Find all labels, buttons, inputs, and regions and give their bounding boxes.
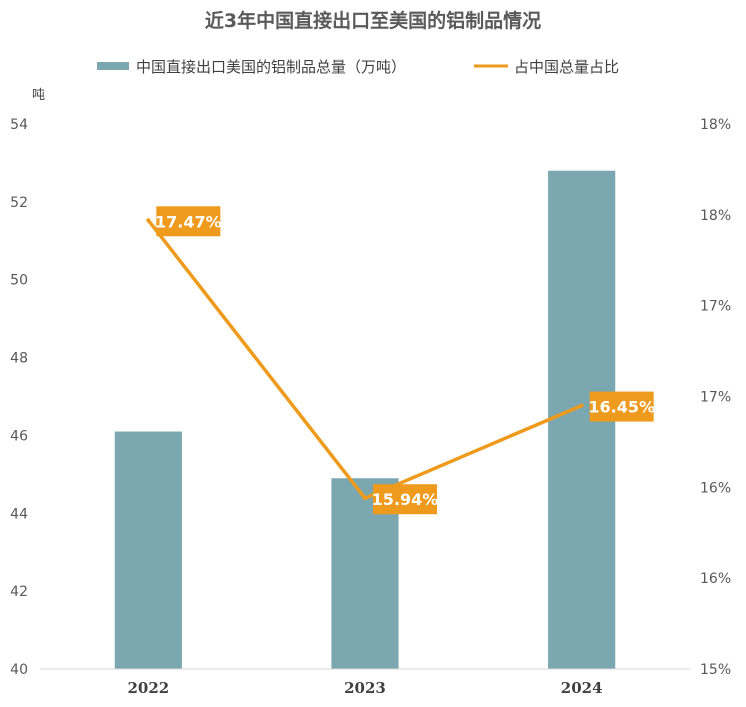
y2-tick-label: 16%: [700, 480, 731, 496]
y2-tick-label: 16%: [700, 571, 731, 587]
bar-2022: [114, 431, 182, 669]
y-tick-label: 44: [10, 506, 28, 522]
y2-tick-label: 18%: [700, 117, 731, 133]
y-tick-label: 48: [10, 351, 28, 367]
legend-bar-swatch: [97, 62, 129, 70]
y2-tick-label: 17%: [700, 299, 731, 315]
legend: 中国直接出口美国的铝制品总量（万吨） 占中国总量占比: [97, 58, 619, 76]
data-label-text: 16.45%: [588, 398, 655, 417]
bar-series: [114, 170, 616, 669]
data-label-text: 17.47%: [155, 212, 222, 231]
chart-title: 近3年中国直接出口至美国的铝制品情况: [205, 9, 541, 32]
y2-tick-label: 18%: [700, 208, 731, 224]
y2-tick-label: 15%: [700, 662, 731, 678]
line-series: [146, 218, 584, 501]
legend-bar-label: 中国直接出口美国的铝制品总量（万吨）: [136, 58, 406, 76]
x-axis: 2022 2023 2024: [127, 679, 602, 697]
legend-line-label: 占中国总量占比: [514, 58, 619, 76]
data-label-box: [589, 391, 654, 422]
ratio-point-2022: [146, 218, 151, 223]
y-tick-label: 54: [10, 117, 28, 133]
line-data-labels: 17.47% 15.94% 16.45%: [155, 206, 655, 515]
x-tick-label: 2023: [344, 679, 386, 697]
y-tick-label: 40: [10, 662, 28, 678]
ratio-point-2023: [363, 496, 367, 501]
data-label-text: 15.94%: [372, 490, 439, 509]
y2-tick-label: 17%: [700, 390, 731, 406]
data-label-box: [373, 484, 437, 515]
y-tick-label: 50: [10, 273, 28, 289]
data-label-box: [156, 206, 221, 237]
y2-axis: 15% 16% 16% 17% 17% 18% 18%: [700, 117, 731, 678]
y-tick-label: 46: [10, 428, 28, 444]
ratio-line: [146, 219, 583, 500]
y-axis: 40 42 44 46 48 50 52 54: [10, 117, 28, 678]
y-axis-unit: 吨: [32, 88, 45, 103]
y-tick-label: 52: [10, 195, 28, 211]
x-tick-label: 2024: [561, 679, 603, 697]
y-tick-label: 42: [10, 584, 28, 600]
ratio-point-2024: [579, 403, 584, 408]
x-tick-label: 2022: [127, 679, 169, 697]
